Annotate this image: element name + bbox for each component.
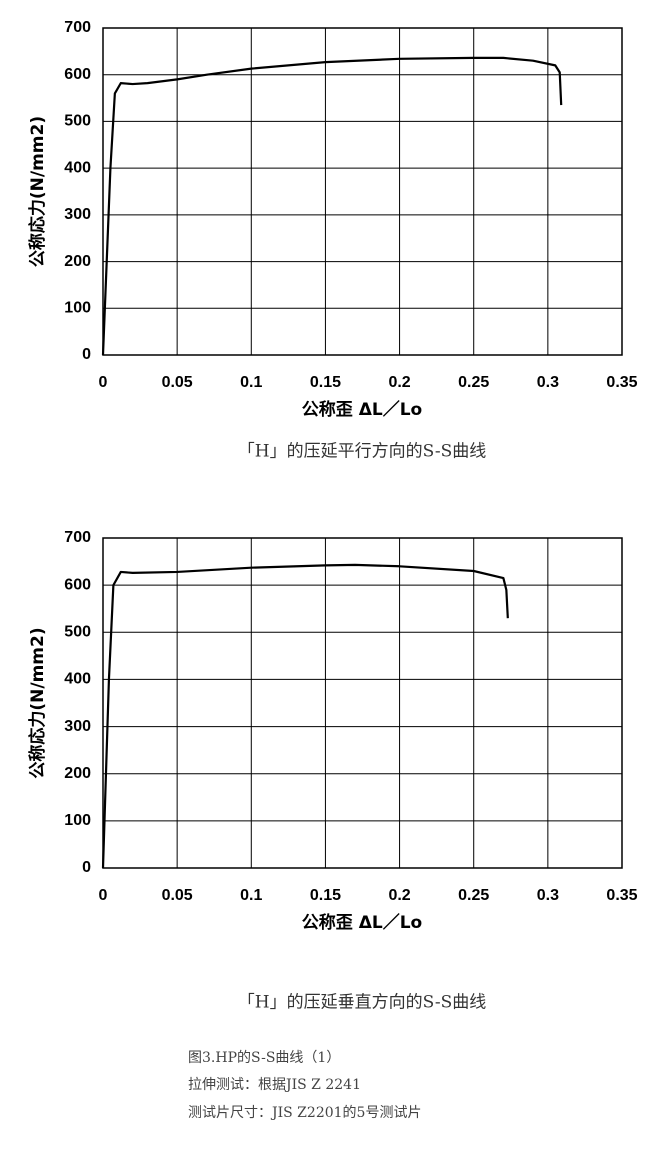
y-tick-label: 0 <box>82 859 91 876</box>
note: 图3.HP的S-S曲线（1） <box>188 1050 340 1066</box>
x-tick-label: 0.05 <box>162 887 193 904</box>
y-tick-label: 500 <box>64 624 91 641</box>
y-tick-label: 500 <box>64 113 91 130</box>
x-axis-label: 公称歪 ΔL／Lo <box>302 912 422 933</box>
x-tick-label: 0.15 <box>310 887 341 904</box>
y-tick-label: 400 <box>64 671 91 688</box>
data-line <box>101 56 563 356</box>
y-axis-label: 公称応力(N/mm2) <box>27 627 48 778</box>
x-tick-label: 0.25 <box>458 887 489 904</box>
note: 测试片尺寸：JIS Z2201的5号测试片 <box>188 1105 421 1121</box>
y-tick-label: 200 <box>64 765 91 782</box>
x-tick-label: 0.3 <box>537 374 559 391</box>
y-tick-label: 0 <box>82 346 91 363</box>
x-tick-label: 0 <box>99 887 108 904</box>
x-tick-label: 0.3 <box>537 887 559 904</box>
y-tick-label: 700 <box>64 529 91 546</box>
x-tick-label: 0.35 <box>606 374 637 391</box>
caption: 「H」的压延平行方向的S-S曲线 <box>238 442 486 462</box>
data-line <box>101 563 509 869</box>
plot-border <box>102 27 623 356</box>
x-tick-label: 0 <box>99 374 108 391</box>
caption: 「H」的压延垂直方向的S-S曲线 <box>238 993 486 1013</box>
x-tick-label: 0.25 <box>458 374 489 391</box>
plot-border <box>102 537 623 869</box>
y-tick-label: 700 <box>64 19 91 36</box>
y-tick-label: 300 <box>64 718 91 735</box>
x-tick-label: 0.2 <box>388 887 410 904</box>
x-tick-label: 0.15 <box>310 374 341 391</box>
y-tick-label: 600 <box>64 66 91 83</box>
y-tick-label: 200 <box>64 253 91 270</box>
x-tick-label: 0.35 <box>606 887 637 904</box>
x-tick-label: 0.05 <box>162 374 193 391</box>
note: 拉伸测试：根据JIS Z 2241 <box>188 1077 361 1093</box>
y-tick-label: 600 <box>64 576 91 593</box>
x-tick-label: 0.1 <box>240 374 262 391</box>
x-tick-label: 0.1 <box>240 887 262 904</box>
y-axis-label: 公称応力(N/mm2) <box>27 116 48 267</box>
x-axis-label: 公称歪 ΔL／Lo <box>302 399 422 420</box>
y-tick-label: 100 <box>64 300 91 317</box>
y-tick-label: 300 <box>64 206 91 223</box>
y-tick-label: 400 <box>64 159 91 176</box>
y-tick-label: 100 <box>64 812 91 829</box>
x-tick-label: 0.2 <box>388 374 410 391</box>
